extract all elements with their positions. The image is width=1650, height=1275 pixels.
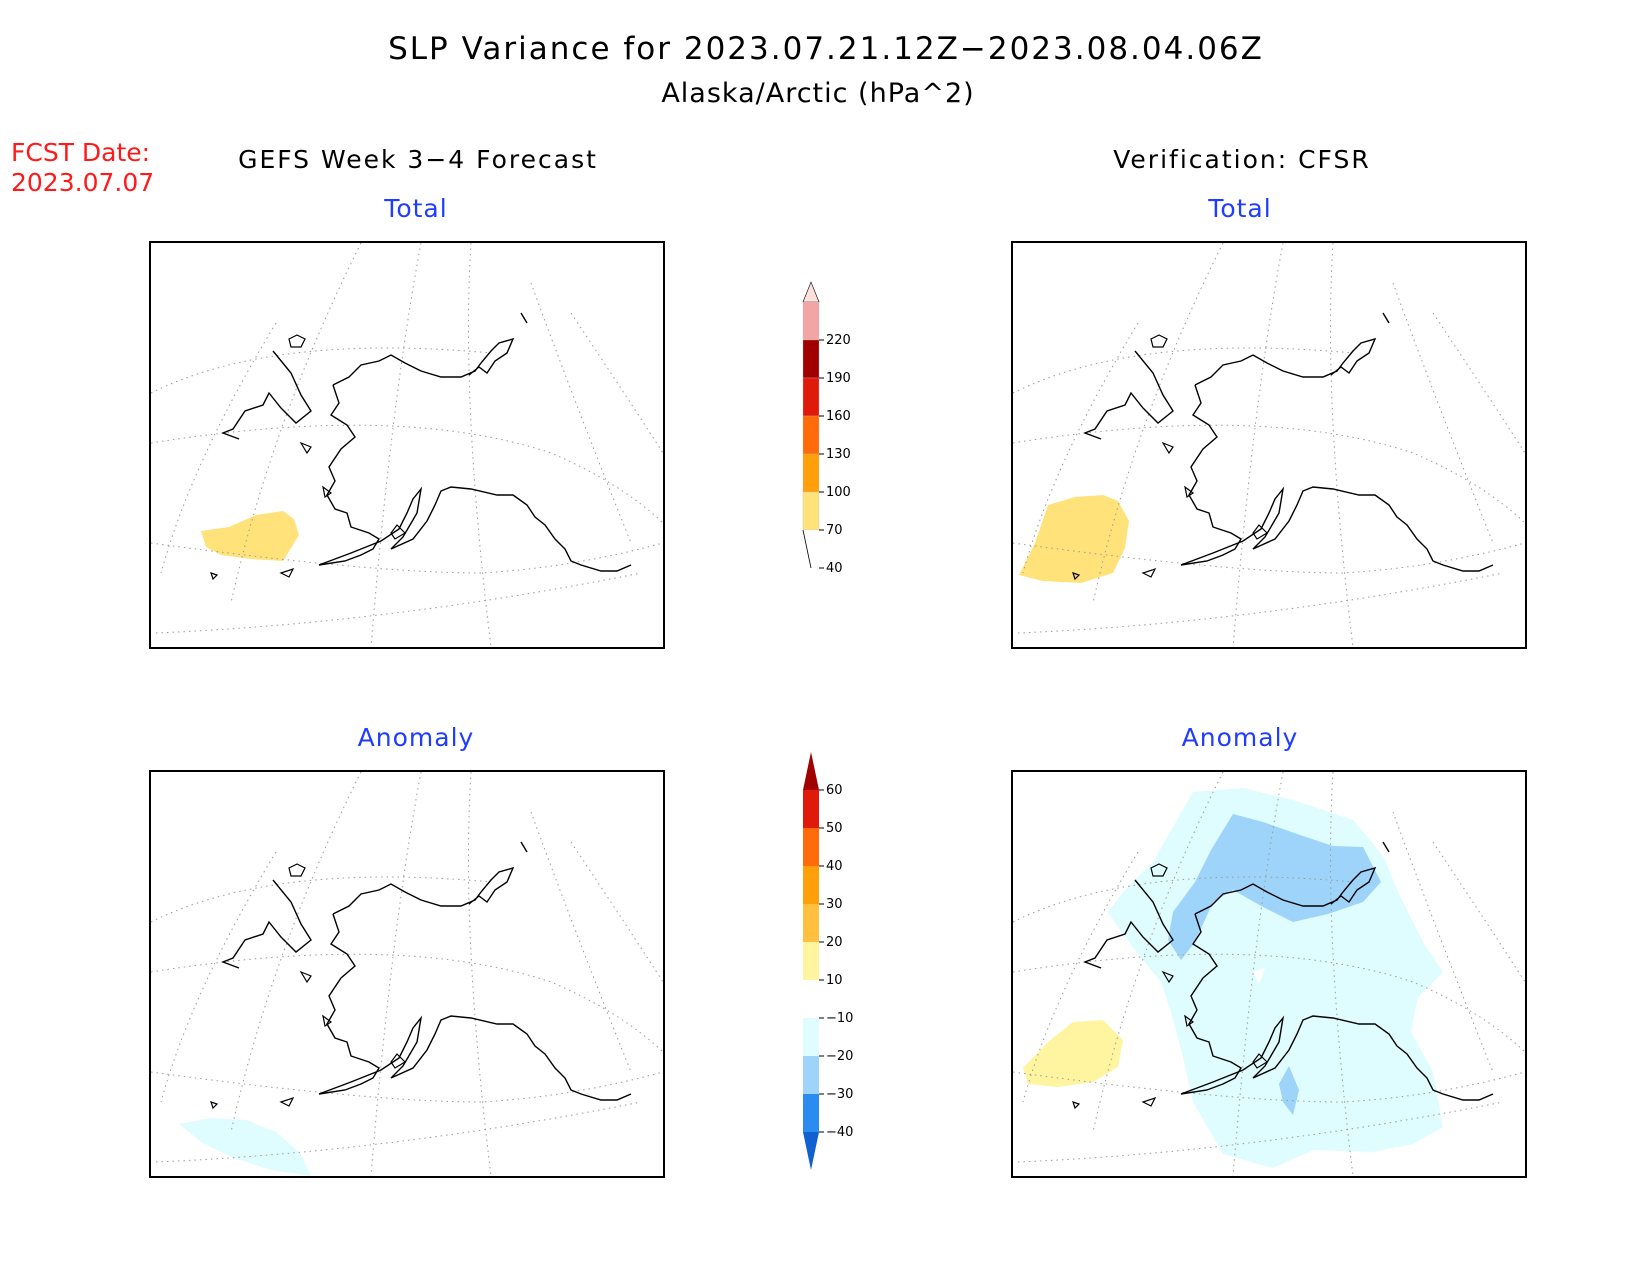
- forecast-total-map: [149, 241, 665, 649]
- colorbar-swatch: [802, 301, 820, 341]
- colorbar-swatch: [803, 1056, 819, 1094]
- colorbar-swatch: [803, 866, 819, 904]
- colorbar-tick-label: 100: [826, 485, 851, 500]
- verification-column-header: Verification: CFSR: [1113, 145, 1371, 174]
- colorbar-tick-label: 10: [826, 973, 843, 988]
- main-title: SLP Variance for 2023.07.21.12Z−2023.08.…: [388, 31, 1264, 67]
- colorbar-swatch: [803, 1018, 819, 1056]
- colorbar-swatch: [803, 1094, 819, 1132]
- fcst-date-value: 2023.07.07: [11, 168, 155, 197]
- colorbar-tick-label: −10: [826, 1011, 853, 1026]
- colorbar-swatch: [802, 415, 820, 455]
- colorbar-tick-label: 40: [826, 859, 843, 874]
- colorbar-tick-label: 60: [826, 783, 843, 798]
- colorbar-swatch: [803, 942, 819, 980]
- colorbar-tick-label: −30: [826, 1087, 853, 1102]
- verification-total-title: Total: [1208, 194, 1272, 223]
- colorbar-tick-label: 70: [826, 523, 843, 538]
- colorbar-swatch: [803, 828, 819, 866]
- colorbar-tick-label: 30: [826, 897, 843, 912]
- fcst-date-label: FCST Date:: [11, 138, 151, 167]
- forecast-column-header: GEFS Week 3−4 Forecast: [238, 145, 598, 174]
- colorbar-swatch: [803, 904, 819, 942]
- colorbar-tick-label: 40: [826, 561, 843, 576]
- colorbar-swatch: [803, 980, 819, 1018]
- forecast-anomaly-map: [149, 770, 665, 1178]
- colorbar-swatch: [802, 491, 820, 531]
- colorbar-swatch: [802, 453, 820, 493]
- total-colorbar: 220 190 160 130 100 70 40: [795, 280, 865, 614]
- forecast-anomaly-title: Anomaly: [357, 723, 475, 752]
- colorbar-swatch: [803, 790, 819, 828]
- verification-total-map: [1011, 241, 1527, 649]
- colorbar-tick-label: 130: [826, 447, 851, 462]
- colorbar-tick-label: 50: [826, 821, 843, 836]
- verification-anomaly-title: Anomaly: [1181, 723, 1299, 752]
- colorbar-tick-label: −40: [826, 1125, 853, 1140]
- colorbar-tick-label: −20: [826, 1049, 853, 1064]
- anomaly-colorbar: 60 50 40 30 20 10 −10 −20 −30 −40: [795, 750, 865, 1204]
- colorbar-tick-label: 20: [826, 935, 843, 950]
- forecast-total-title: Total: [384, 194, 448, 223]
- subtitle: Alaska/Arctic (hPa^2): [661, 78, 975, 109]
- colorbar-swatch: [802, 377, 820, 417]
- colorbar-tick-label: 160: [826, 409, 851, 424]
- colorbar-tick-label: 220: [826, 333, 851, 348]
- colorbar-swatch: [802, 339, 820, 379]
- verification-anomaly-map: [1011, 770, 1527, 1178]
- colorbar-tick-label: 190: [826, 371, 851, 386]
